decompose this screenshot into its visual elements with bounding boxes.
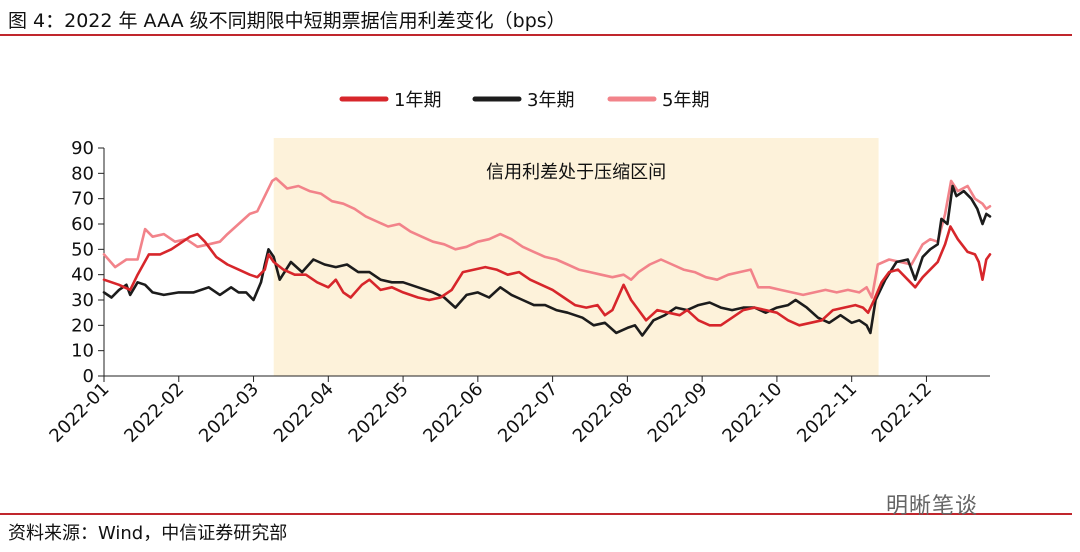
x-tick-label: 2022-10: [718, 379, 786, 447]
legend-label: 3年期: [527, 90, 574, 111]
x-tick-label: 2022-05: [345, 379, 413, 447]
x-tick-label: 2022-11: [793, 379, 861, 447]
compression-band: 信用利差处于压缩区间: [273, 138, 879, 376]
x-tick-label: 2022-06: [419, 379, 487, 447]
watermark: 明晰笔谈: [886, 494, 979, 519]
source-note: 资料来源：Wind，中信证券研究部: [8, 523, 288, 544]
x-tick-label: 2022-09: [644, 379, 712, 447]
series-line-1: [102, 225, 992, 327]
series-lines: [102, 177, 992, 337]
y-tick-label: 10: [71, 341, 94, 362]
x-tick-label: 2022-12: [868, 379, 936, 447]
y-tick-label: 80: [71, 163, 94, 184]
x-tick-label: 2022-07: [494, 379, 562, 447]
band-rect: [273, 138, 879, 376]
y-tick-label: 50: [71, 239, 94, 260]
x-tick-label: 2022-02: [120, 379, 188, 447]
y-tick-label: 40: [71, 265, 94, 286]
y-tick-label: 20: [71, 315, 94, 336]
title-divider: [0, 34, 1072, 36]
x-tick-label: 2022-04: [270, 379, 338, 447]
legend: 1年期 3年期 5年期: [339, 90, 709, 111]
y-tick-label: 70: [71, 189, 94, 210]
y-tick-label: 90: [71, 138, 94, 159]
legend-label: 5年期: [662, 90, 709, 111]
y-tick-label: 30: [71, 290, 94, 311]
series-line-3: [102, 177, 992, 299]
x-tick-label: 2022-03: [195, 379, 263, 447]
legend-label: 1年期: [394, 90, 441, 111]
y-tick-label: 60: [71, 214, 94, 235]
y-tick-label: 0: [83, 366, 94, 387]
x-tick-label: 2022-01: [45, 379, 113, 447]
band-label: 信用利差处于压缩区间: [486, 162, 666, 183]
x-tick-label: 2022-08: [569, 379, 637, 447]
footer-divider: [0, 513, 1072, 515]
page-title: 图 4：2022 年 AAA 级不同期限中短期票据信用利差变化（bps）: [8, 10, 566, 32]
